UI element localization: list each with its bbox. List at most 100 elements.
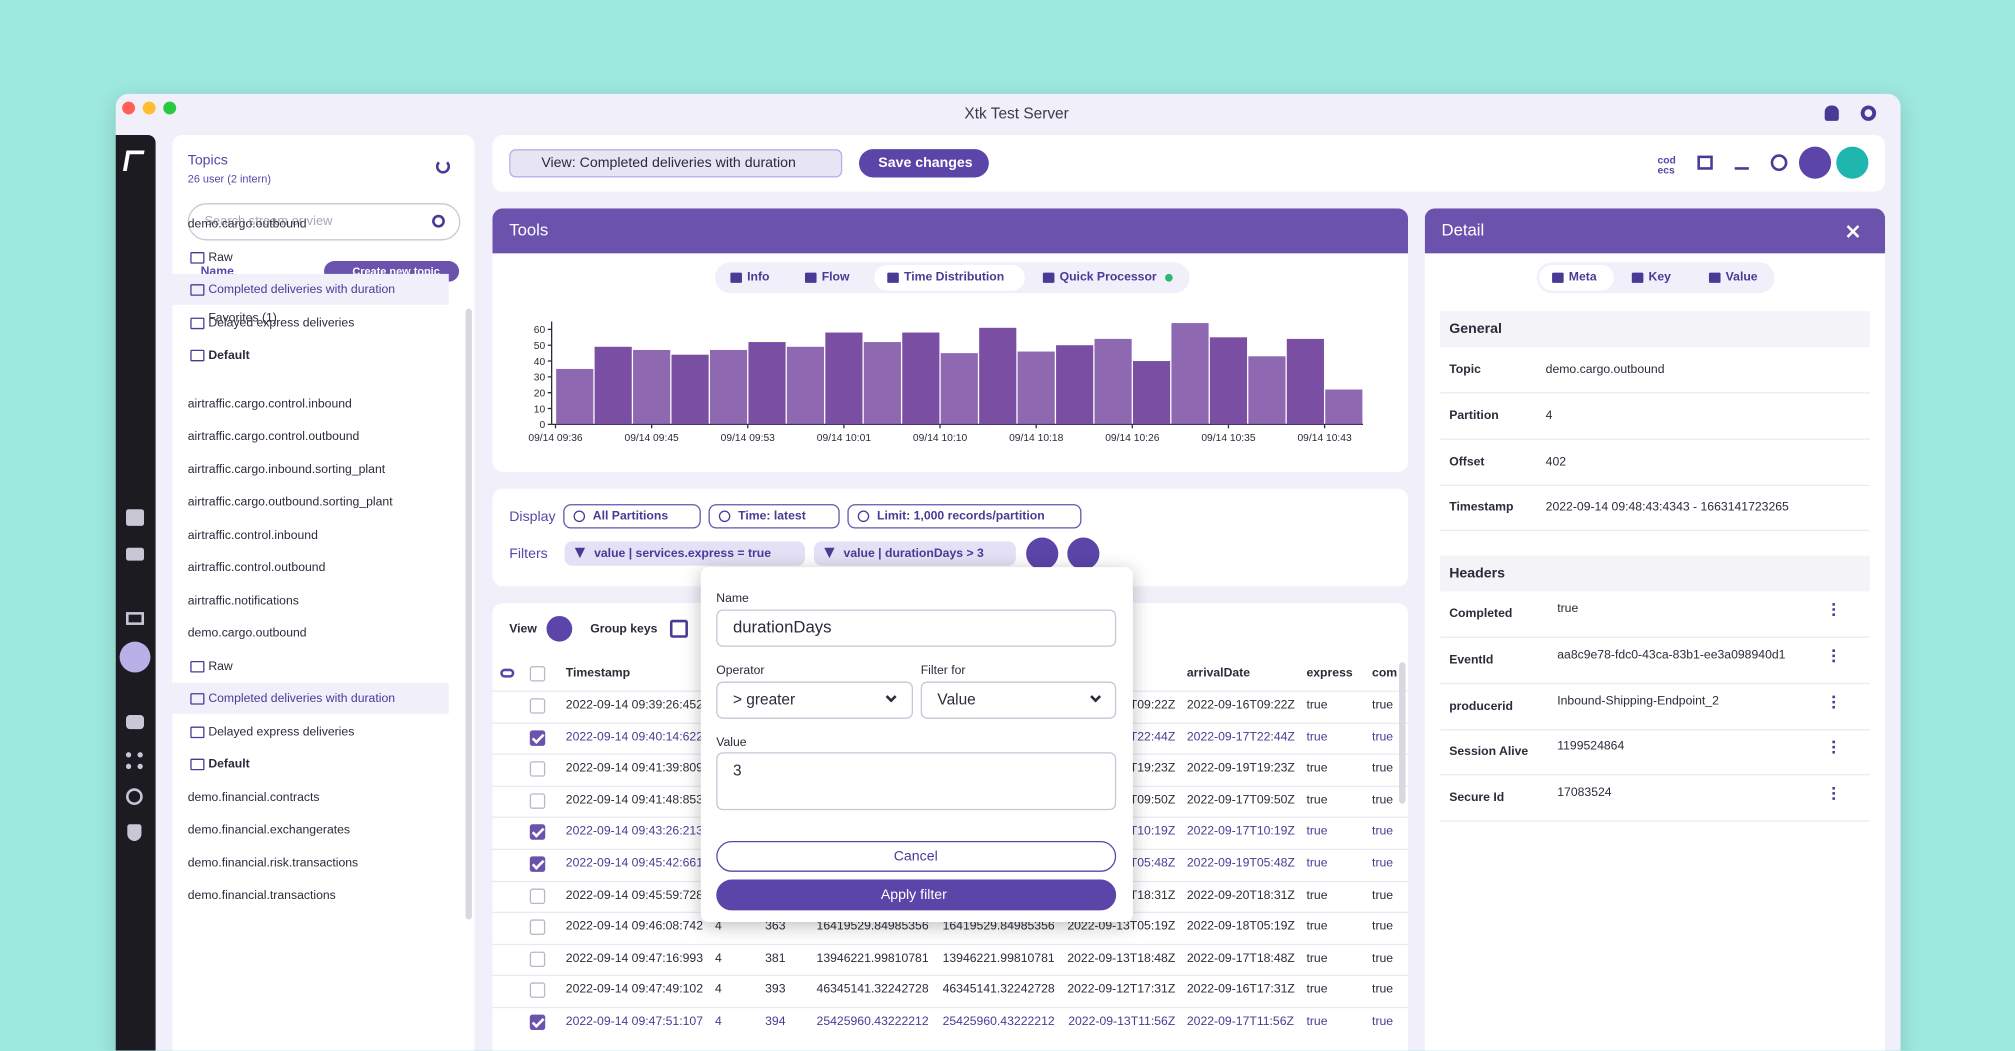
view-toggle[interactable] — [546, 615, 573, 642]
topic-item[interactable]: airtraffic.notifications — [187, 593, 299, 608]
topic-item[interactable]: airtraffic.control.outbound — [187, 560, 326, 575]
topic-item[interactable]: airtraffic.cargo.control.inbound — [187, 396, 352, 411]
scrollbar[interactable] — [465, 308, 472, 920]
search-placeholder[interactable]: Search stream or view — [204, 214, 333, 229]
max-dot[interactable] — [163, 101, 177, 115]
nav-icon[interactable] — [126, 788, 143, 805]
nav-icon[interactable] — [126, 714, 145, 730]
topic-item[interactable]: demo.financial.exchangerates — [187, 822, 351, 838]
search-icon[interactable] — [432, 214, 445, 228]
group-toggle[interactable] — [669, 619, 688, 638]
sidebar-title[interactable]: Topics — [187, 153, 228, 169]
nav-icon[interactable] — [127, 824, 142, 841]
nav-icon[interactable] — [126, 509, 145, 526]
value-value[interactable]: 3 — [732, 761, 742, 780]
search-box[interactable] — [187, 203, 461, 241]
apply-button[interactable] — [716, 879, 1117, 911]
column-header[interactable]: arrivalDate — [1186, 666, 1251, 681]
display-chip[interactable]: Limit: 1,000 records/partition — [847, 504, 1082, 529]
topic-item[interactable]: airtraffic.control.inbound — [187, 527, 318, 543]
tab[interactable]: Meta — [1568, 270, 1597, 285]
nav-icon[interactable] — [126, 752, 143, 769]
add-icon[interactable] — [1770, 154, 1788, 172]
tab-active[interactable] — [1539, 264, 1614, 291]
display-chip[interactable]: Time: latest — [708, 504, 840, 529]
value-input[interactable] — [716, 752, 1117, 811]
operator-select[interactable] — [716, 681, 913, 719]
processor-button[interactable] — [1798, 146, 1832, 179]
row-checkbox[interactable] — [529, 793, 546, 809]
nav-icon[interactable] — [126, 612, 145, 625]
row-checkbox[interactable] — [529, 856, 546, 872]
row-checkbox[interactable] — [529, 761, 546, 777]
name-input[interactable] — [716, 609, 1117, 647]
close-dot[interactable] — [122, 101, 136, 115]
row-checkbox[interactable] — [529, 888, 546, 904]
kebab-menu[interactable] — [1832, 649, 1835, 662]
cancel-button[interactable] — [716, 840, 1117, 872]
refresh-icon[interactable] — [435, 159, 451, 174]
nav-icon[interactable] — [126, 547, 145, 561]
column-header[interactable]: Timestamp — [565, 666, 631, 681]
favorites-label[interactable]: Favorites (1) — [208, 311, 277, 326]
filter-for-value[interactable]: Value — [937, 690, 976, 709]
row-checkbox[interactable] — [529, 982, 546, 999]
row-checkbox[interactable] — [529, 919, 546, 936]
default-view-item[interactable]: Default — [208, 348, 250, 363]
row-checkbox[interactable] — [529, 729, 546, 746]
row-checkbox[interactable] — [529, 951, 546, 967]
topic-item[interactable]: demo.financial.transactions — [187, 888, 336, 903]
topic-item[interactable]: demo.cargo.outbound — [187, 626, 307, 641]
topic-item[interactable]: airtraffic.cargo.control.outbound — [187, 429, 360, 444]
view-item[interactable]: Delayed express deliveries — [208, 315, 355, 330]
column-header[interactable]: com — [1372, 666, 1398, 681]
view-select[interactable] — [509, 149, 843, 178]
default-view-item[interactable]: Default — [208, 757, 250, 772]
topic-item[interactable]: demo.financial.risk.transactions — [187, 855, 359, 870]
view-item[interactable]: Completed deliveries with duration — [208, 282, 396, 298]
topic-item[interactable]: airtraffic.cargo.inbound.sorting_plant — [187, 462, 386, 477]
filter-chip[interactable]: value | durationDays > 3 — [813, 541, 1016, 566]
topic-item[interactable]: demo.cargo.outbound — [187, 217, 307, 232]
column-header[interactable]: express — [1306, 666, 1353, 681]
tab[interactable]: Info — [747, 270, 770, 285]
tools-header[interactable] — [492, 208, 1409, 254]
view-item[interactable]: Raw — [208, 659, 233, 674]
view-item[interactable]: Completed deliveries with duration — [208, 691, 396, 706]
play-button[interactable] — [1836, 146, 1869, 179]
display-chip[interactable]: All Partitions — [563, 504, 701, 529]
filter-for-select[interactable] — [920, 681, 1117, 719]
apply-label[interactable]: Apply filter — [880, 887, 947, 903]
topic-item[interactable]: airtraffic.cargo.outbound.sorting_plant — [187, 495, 393, 510]
kebab-menu[interactable] — [1832, 695, 1835, 709]
filter-chip[interactable]: value | services.express = true — [564, 541, 805, 566]
settings-icon[interactable] — [1860, 105, 1877, 121]
view-item[interactable]: Raw — [208, 250, 233, 265]
search-filter-button[interactable] — [1026, 537, 1059, 570]
cancel-label[interactable]: Cancel — [893, 848, 938, 865]
download-icon[interactable] — [1734, 156, 1749, 170]
kebab-menu[interactable] — [1832, 741, 1835, 755]
tool-icon[interactable] — [1697, 155, 1713, 170]
tab[interactable]: Value — [1725, 270, 1758, 285]
row-checkbox[interactable] — [529, 1014, 546, 1031]
logo[interactable] — [122, 150, 145, 172]
kebab-menu[interactable] — [1832, 603, 1835, 616]
header-checkbox[interactable] — [529, 666, 546, 682]
codecs-icon[interactable]: cod ecs — [1657, 154, 1676, 177]
topic-item[interactable]: demo.financial.contracts — [187, 790, 320, 805]
bell-icon[interactable] — [1824, 105, 1839, 121]
save-button-label[interactable]: Save changes — [878, 155, 973, 172]
scrollbar[interactable] — [1399, 662, 1406, 804]
kebab-menu[interactable] — [1832, 787, 1835, 801]
tab[interactable]: Time Distribution — [903, 270, 1005, 285]
add-filter-button[interactable] — [1067, 537, 1100, 570]
tab-active[interactable] — [874, 264, 1025, 291]
name-value[interactable]: durationDays — [732, 617, 832, 637]
view-item[interactable]: Delayed express deliveries — [208, 724, 355, 739]
nav-icon-active[interactable] — [119, 641, 151, 673]
min-dot[interactable] — [142, 101, 156, 115]
operator-value[interactable]: > greater — [732, 690, 796, 709]
tab[interactable]: Quick Processor — [1059, 270, 1157, 285]
tab[interactable]: Key — [1648, 270, 1671, 285]
